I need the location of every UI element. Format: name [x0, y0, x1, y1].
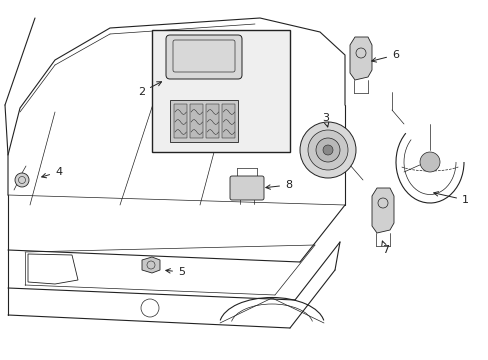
Bar	[206, 104, 219, 138]
Bar	[190, 104, 203, 138]
Text: 3: 3	[321, 113, 328, 127]
Text: 1: 1	[433, 192, 468, 205]
Circle shape	[323, 145, 332, 155]
Polygon shape	[349, 37, 371, 80]
FancyBboxPatch shape	[229, 176, 264, 200]
Bar	[170, 100, 238, 142]
Circle shape	[315, 138, 339, 162]
Circle shape	[307, 130, 347, 170]
Text: 4: 4	[41, 167, 62, 178]
Circle shape	[15, 173, 29, 187]
Polygon shape	[142, 257, 160, 273]
Text: 2: 2	[138, 82, 161, 97]
Text: 5: 5	[165, 267, 184, 277]
Text: 6: 6	[371, 50, 398, 62]
Text: 8: 8	[265, 180, 291, 190]
FancyBboxPatch shape	[165, 35, 242, 79]
Text: 7: 7	[381, 241, 388, 255]
Circle shape	[299, 122, 355, 178]
Polygon shape	[371, 188, 393, 233]
Circle shape	[419, 152, 439, 172]
Bar	[174, 104, 186, 138]
Bar	[152, 30, 289, 152]
Bar	[222, 104, 235, 138]
